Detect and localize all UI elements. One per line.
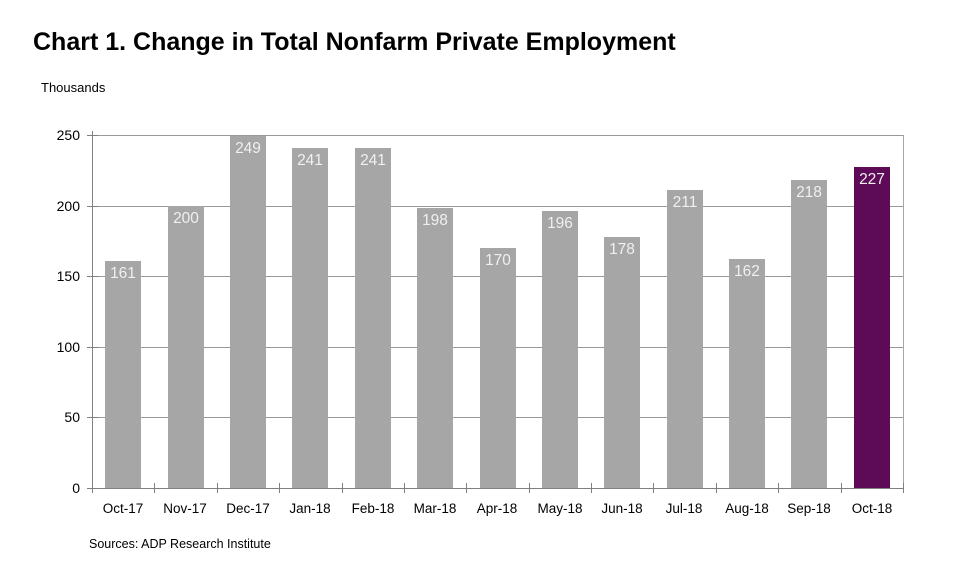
x-tick-mark: [841, 483, 842, 493]
x-tick-label-Aug-18: Aug-18: [725, 501, 769, 516]
bar-value-label: 161: [110, 265, 136, 282]
gridline-200: [92, 206, 903, 207]
bar-Jun-18: [604, 237, 640, 488]
x-tick-mark: [903, 483, 904, 493]
bar-Oct-17: [105, 261, 141, 488]
x-tick-label-Jul-18: Jul-18: [665, 501, 703, 516]
x-tick-mark: [778, 483, 779, 493]
x-tick-mark: [591, 483, 592, 493]
bar-value-label: 170: [485, 252, 511, 269]
bar-value-label: 198: [422, 212, 448, 229]
bar-Mar-18: [417, 208, 453, 488]
y-axis-line: [92, 131, 93, 489]
x-tick-label-Jan-18: Jan-18: [289, 501, 331, 516]
y-tick-label-200: 200: [56, 198, 80, 214]
x-tick-mark: [529, 483, 530, 493]
bar-Feb-18: [355, 148, 391, 488]
x-tick-label-Dec-17: Dec-17: [226, 501, 270, 516]
x-tick-mark: [716, 483, 717, 493]
bar-value-label: 162: [734, 263, 760, 280]
x-tick-mark: [217, 483, 218, 493]
x-tick-label-Oct-18: Oct-18: [851, 501, 893, 516]
x-tick-label-Mar-18: Mar-18: [413, 501, 457, 516]
bar-Aug-18: [729, 259, 765, 488]
y-tick-label-250: 250: [56, 127, 80, 143]
bar-Dec-17: [230, 136, 266, 488]
source-note: Sources: ADP Research Institute: [89, 537, 271, 551]
bar-Jan-18: [292, 148, 328, 488]
x-tick-label-Sep-18: Sep-18: [787, 501, 831, 516]
bar-value-label: 218: [796, 184, 822, 201]
bar-value-label: 241: [297, 152, 323, 169]
bar-May-18: [542, 211, 578, 488]
plot-area: 161 200 249 241 241 198 170 196 178 211 162 218 227: [92, 135, 904, 489]
x-tick-label-Feb-18: Feb-18: [351, 501, 395, 516]
y-tick-label-150: 150: [56, 268, 80, 284]
bar-Sep-18: [791, 180, 827, 488]
x-tick-label-Jun-18: Jun-18: [601, 501, 643, 516]
bar-Jul-18: [667, 190, 703, 488]
y-tick-mark-150: [87, 276, 98, 277]
x-tick-mark: [653, 483, 654, 493]
x-tick-mark: [466, 483, 467, 493]
x-tick-mark: [154, 483, 155, 493]
y-axis-unit-label: Thousands: [41, 80, 106, 95]
x-tick-mark: [279, 483, 280, 493]
x-tick-mark: [92, 483, 93, 493]
y-tick-mark-200: [87, 206, 98, 207]
y-tick-mark-50: [87, 417, 98, 418]
bar-value-label: 178: [609, 241, 635, 258]
y-tick-label-0: 0: [72, 480, 80, 496]
bar-Apr-18: [480, 248, 516, 488]
x-tick-label-Oct-17: Oct-17: [102, 501, 144, 516]
gridline-250: [92, 135, 903, 136]
bar-value-label: 249: [235, 140, 261, 157]
y-tick-label-50: 50: [64, 409, 80, 425]
x-tick-label-May-18: May-18: [537, 501, 583, 516]
bar-value-label: 211: [672, 194, 698, 211]
x-tick-mark: [404, 483, 405, 493]
y-tick-label-100: 100: [56, 339, 80, 355]
bar-value-label: 196: [547, 215, 573, 232]
x-tick-mark: [342, 483, 343, 493]
x-tick-label-Apr-18: Apr-18: [476, 501, 518, 516]
x-tick-label-Nov-17: Nov-17: [163, 501, 207, 516]
y-tick-mark-100: [87, 347, 98, 348]
bar-Oct-18: [854, 167, 890, 488]
chart-title: Chart 1. Change in Total Nonfarm Private…: [33, 28, 676, 56]
bar-value-label: 241: [360, 152, 386, 169]
bar-value-label: 200: [173, 210, 199, 227]
y-tick-mark-250: [87, 135, 98, 136]
bar-value-label: 227: [859, 171, 885, 188]
bar-Nov-17: [168, 206, 204, 488]
